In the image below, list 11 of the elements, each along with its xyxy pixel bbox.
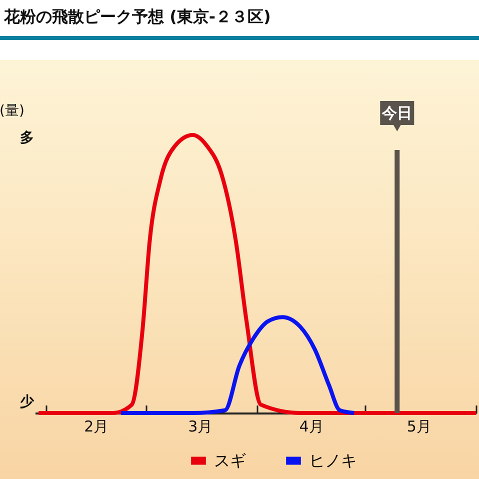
x-tick-label: 2月 [84, 418, 109, 436]
x-tick-label: 5月 [406, 418, 432, 436]
x-tick-label: 4月 [299, 418, 324, 436]
text: 多 [20, 130, 34, 146]
legend-label: スギ [214, 450, 246, 470]
text: 少 [20, 394, 35, 410]
chart-title: 花粉の飛散ピーク予想 (東京-２３区) [2, 6, 271, 28]
legend-label: ヒノキ [309, 450, 357, 470]
x-tick-label: 3月 [188, 418, 213, 436]
ref-line-label: 今日 [381, 104, 412, 122]
y-axis-title: (量) [0, 103, 24, 119]
